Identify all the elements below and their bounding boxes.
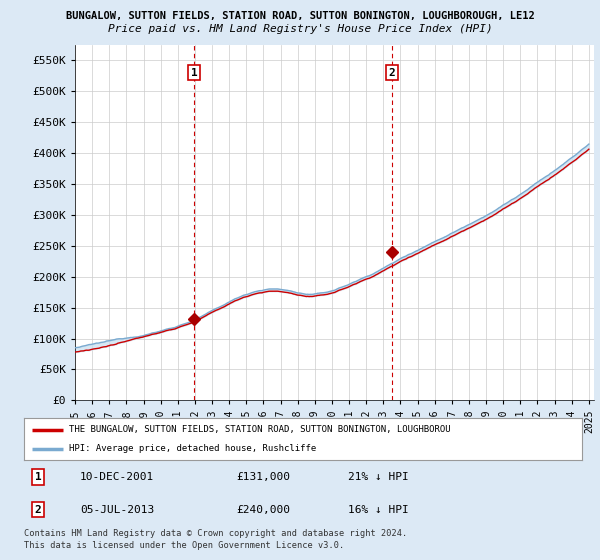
- Text: 1: 1: [191, 68, 197, 78]
- Text: Price paid vs. HM Land Registry's House Price Index (HPI): Price paid vs. HM Land Registry's House …: [107, 24, 493, 34]
- Text: £240,000: £240,000: [236, 505, 290, 515]
- Text: 05-JUL-2013: 05-JUL-2013: [80, 505, 154, 515]
- Text: 10-DEC-2001: 10-DEC-2001: [80, 472, 154, 482]
- Text: This data is licensed under the Open Government Licence v3.0.: This data is licensed under the Open Gov…: [24, 541, 344, 550]
- Text: 2: 2: [35, 505, 41, 515]
- Text: THE BUNGALOW, SUTTON FIELDS, STATION ROAD, SUTTON BONINGTON, LOUGHBOROU: THE BUNGALOW, SUTTON FIELDS, STATION ROA…: [68, 425, 450, 434]
- Text: 21% ↓ HPI: 21% ↓ HPI: [347, 472, 409, 482]
- Text: Contains HM Land Registry data © Crown copyright and database right 2024.: Contains HM Land Registry data © Crown c…: [24, 529, 407, 538]
- Text: 2: 2: [389, 68, 395, 78]
- Text: 1: 1: [35, 472, 41, 482]
- Text: BUNGALOW, SUTTON FIELDS, STATION ROAD, SUTTON BONINGTON, LOUGHBOROUGH, LE12: BUNGALOW, SUTTON FIELDS, STATION ROAD, S…: [65, 11, 535, 21]
- Text: £131,000: £131,000: [236, 472, 290, 482]
- Text: HPI: Average price, detached house, Rushcliffe: HPI: Average price, detached house, Rush…: [68, 445, 316, 454]
- Text: 16% ↓ HPI: 16% ↓ HPI: [347, 505, 409, 515]
